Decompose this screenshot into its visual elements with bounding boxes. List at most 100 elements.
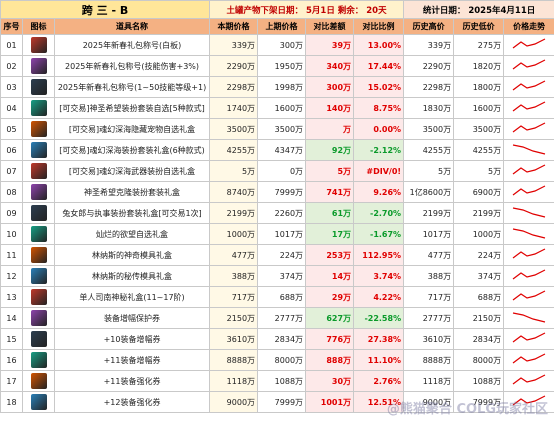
price-ratio: 3.74% — [353, 265, 405, 287]
current-price: 8888万 — [209, 349, 259, 371]
trend-cell — [503, 328, 554, 350]
row-number: 14 — [0, 307, 23, 329]
history-low: 8000万 — [453, 349, 505, 371]
item-icon — [30, 100, 47, 116]
item-icon — [30, 310, 47, 326]
trend-line — [512, 374, 546, 385]
trend-line — [512, 101, 546, 112]
trend-cell — [503, 160, 554, 182]
item-icon — [30, 226, 47, 242]
trend-line — [512, 122, 546, 133]
history-low: 5万 — [453, 160, 505, 182]
trend-line — [512, 207, 546, 218]
previous-price: 1088万 — [257, 370, 307, 392]
price-diff: 92万 — [305, 139, 355, 161]
history-high: 2199万 — [403, 202, 455, 224]
trend-cell — [503, 181, 554, 203]
removal-info: 土罐产物下架日期： 5月1日 剩余： 20天 — [209, 0, 405, 19]
price-ratio: 27.38% — [353, 328, 405, 350]
current-price: 9000万 — [209, 391, 259, 413]
item-name: 2025年新春礼包称号(白板) — [53, 34, 211, 56]
icon-cell — [22, 349, 55, 371]
price-diff: 1001万 — [305, 391, 355, 413]
history-low: 1800万 — [453, 76, 505, 98]
item-icon — [30, 289, 47, 305]
row-number: 15 — [0, 328, 23, 350]
icon-cell — [22, 370, 55, 392]
icon-cell — [22, 223, 55, 245]
history-high: 2290万 — [403, 55, 455, 77]
history-high: 3610万 — [403, 328, 455, 350]
history-high: 5万 — [403, 160, 455, 182]
price-diff: 30万 — [305, 370, 355, 392]
current-price: 3500万 — [209, 118, 259, 140]
trend-line — [512, 80, 546, 91]
icon-cell — [22, 118, 55, 140]
column-header: 上期价格 — [257, 18, 307, 35]
table-row: 10 灿烂的欲望自选礼盒 1000万 1017万 17万 -1.67% 1017万 1000万 — [0, 223, 554, 245]
history-low: 2199万 — [453, 202, 505, 224]
item-name: 灿烂的欲望自选礼盒 — [53, 223, 211, 245]
item-icon — [30, 163, 47, 179]
table-row: 09 兔女郎与执事装扮套装礼盒[可交易1次] 2199万 2260万 61万 -2.70%… — [0, 202, 554, 224]
row-number: 09 — [0, 202, 23, 224]
table-row: 13 单人司南神秘礼盒(11~17阶) 717万 688万 29万 4.22% 717万 68… — [0, 286, 554, 308]
column-header: 道具名称 — [53, 18, 211, 35]
trend-cell — [503, 118, 554, 140]
trend-sparkline — [512, 101, 546, 112]
history-low: 3500万 — [453, 118, 505, 140]
server-title: 跨 三 - B — [0, 0, 211, 19]
history-low: 688万 — [453, 286, 505, 308]
trend-cell — [503, 349, 554, 371]
row-number: 07 — [0, 160, 23, 182]
trend-sparkline — [512, 164, 546, 175]
previous-price: 2777万 — [257, 307, 307, 329]
table-row: 12 林纳斯的秘传模具礼盒 388万 374万 14万 3.74% 388万 374万 — [0, 265, 554, 287]
history-high: 1亿8600万 — [403, 181, 455, 203]
item-name: 兔女郎与执事装扮套装礼盒[可交易1次] — [53, 202, 211, 224]
price-diff: 17万 — [305, 223, 355, 245]
row-number: 18 — [0, 391, 23, 413]
history-low: 1600万 — [453, 97, 505, 119]
icon-cell — [22, 34, 55, 56]
item-icon — [30, 373, 47, 389]
column-header: 序号 — [0, 18, 23, 35]
previous-price: 3500万 — [257, 118, 307, 140]
trend-sparkline — [512, 353, 546, 364]
trend-cell — [503, 76, 554, 98]
price-diff: 776万 — [305, 328, 355, 350]
trend-line — [512, 144, 546, 155]
trend-cell — [503, 97, 554, 119]
history-high: 339万 — [403, 34, 455, 56]
row-number: 03 — [0, 76, 23, 98]
current-price: 8740万 — [209, 181, 259, 203]
price-diff: 5万 — [305, 160, 355, 182]
trend-line — [512, 228, 546, 239]
trend-sparkline — [512, 269, 546, 280]
trend-sparkline — [512, 185, 546, 196]
price-ratio: #DIV/0! — [353, 160, 405, 182]
price-diff: 253万 — [305, 244, 355, 266]
item-name: 装备增幅保护券 — [53, 307, 211, 329]
history-high: 1118万 — [403, 370, 455, 392]
item-name: [可交易]魂幻深海隐藏宠物自选礼盒 — [53, 118, 211, 140]
price-ratio: 9.26% — [353, 181, 405, 203]
row-number: 06 — [0, 139, 23, 161]
item-name: +11装备增幅券 — [53, 349, 211, 371]
previous-price: 2260万 — [257, 202, 307, 224]
previous-price: 1950万 — [257, 55, 307, 77]
column-header: 历史高价 — [403, 18, 455, 35]
history-high: 477万 — [403, 244, 455, 266]
item-icon — [30, 394, 47, 410]
trend-cell — [503, 370, 554, 392]
history-low: 1088万 — [453, 370, 505, 392]
icon-cell — [22, 307, 55, 329]
item-name: 林纳斯的秘传模具礼盒 — [53, 265, 211, 287]
history-low: 1000万 — [453, 223, 505, 245]
icon-cell — [22, 181, 55, 203]
trend-line — [512, 164, 546, 175]
icon-cell — [22, 244, 55, 266]
trend-sparkline — [512, 228, 546, 239]
history-high: 2777万 — [403, 307, 455, 329]
